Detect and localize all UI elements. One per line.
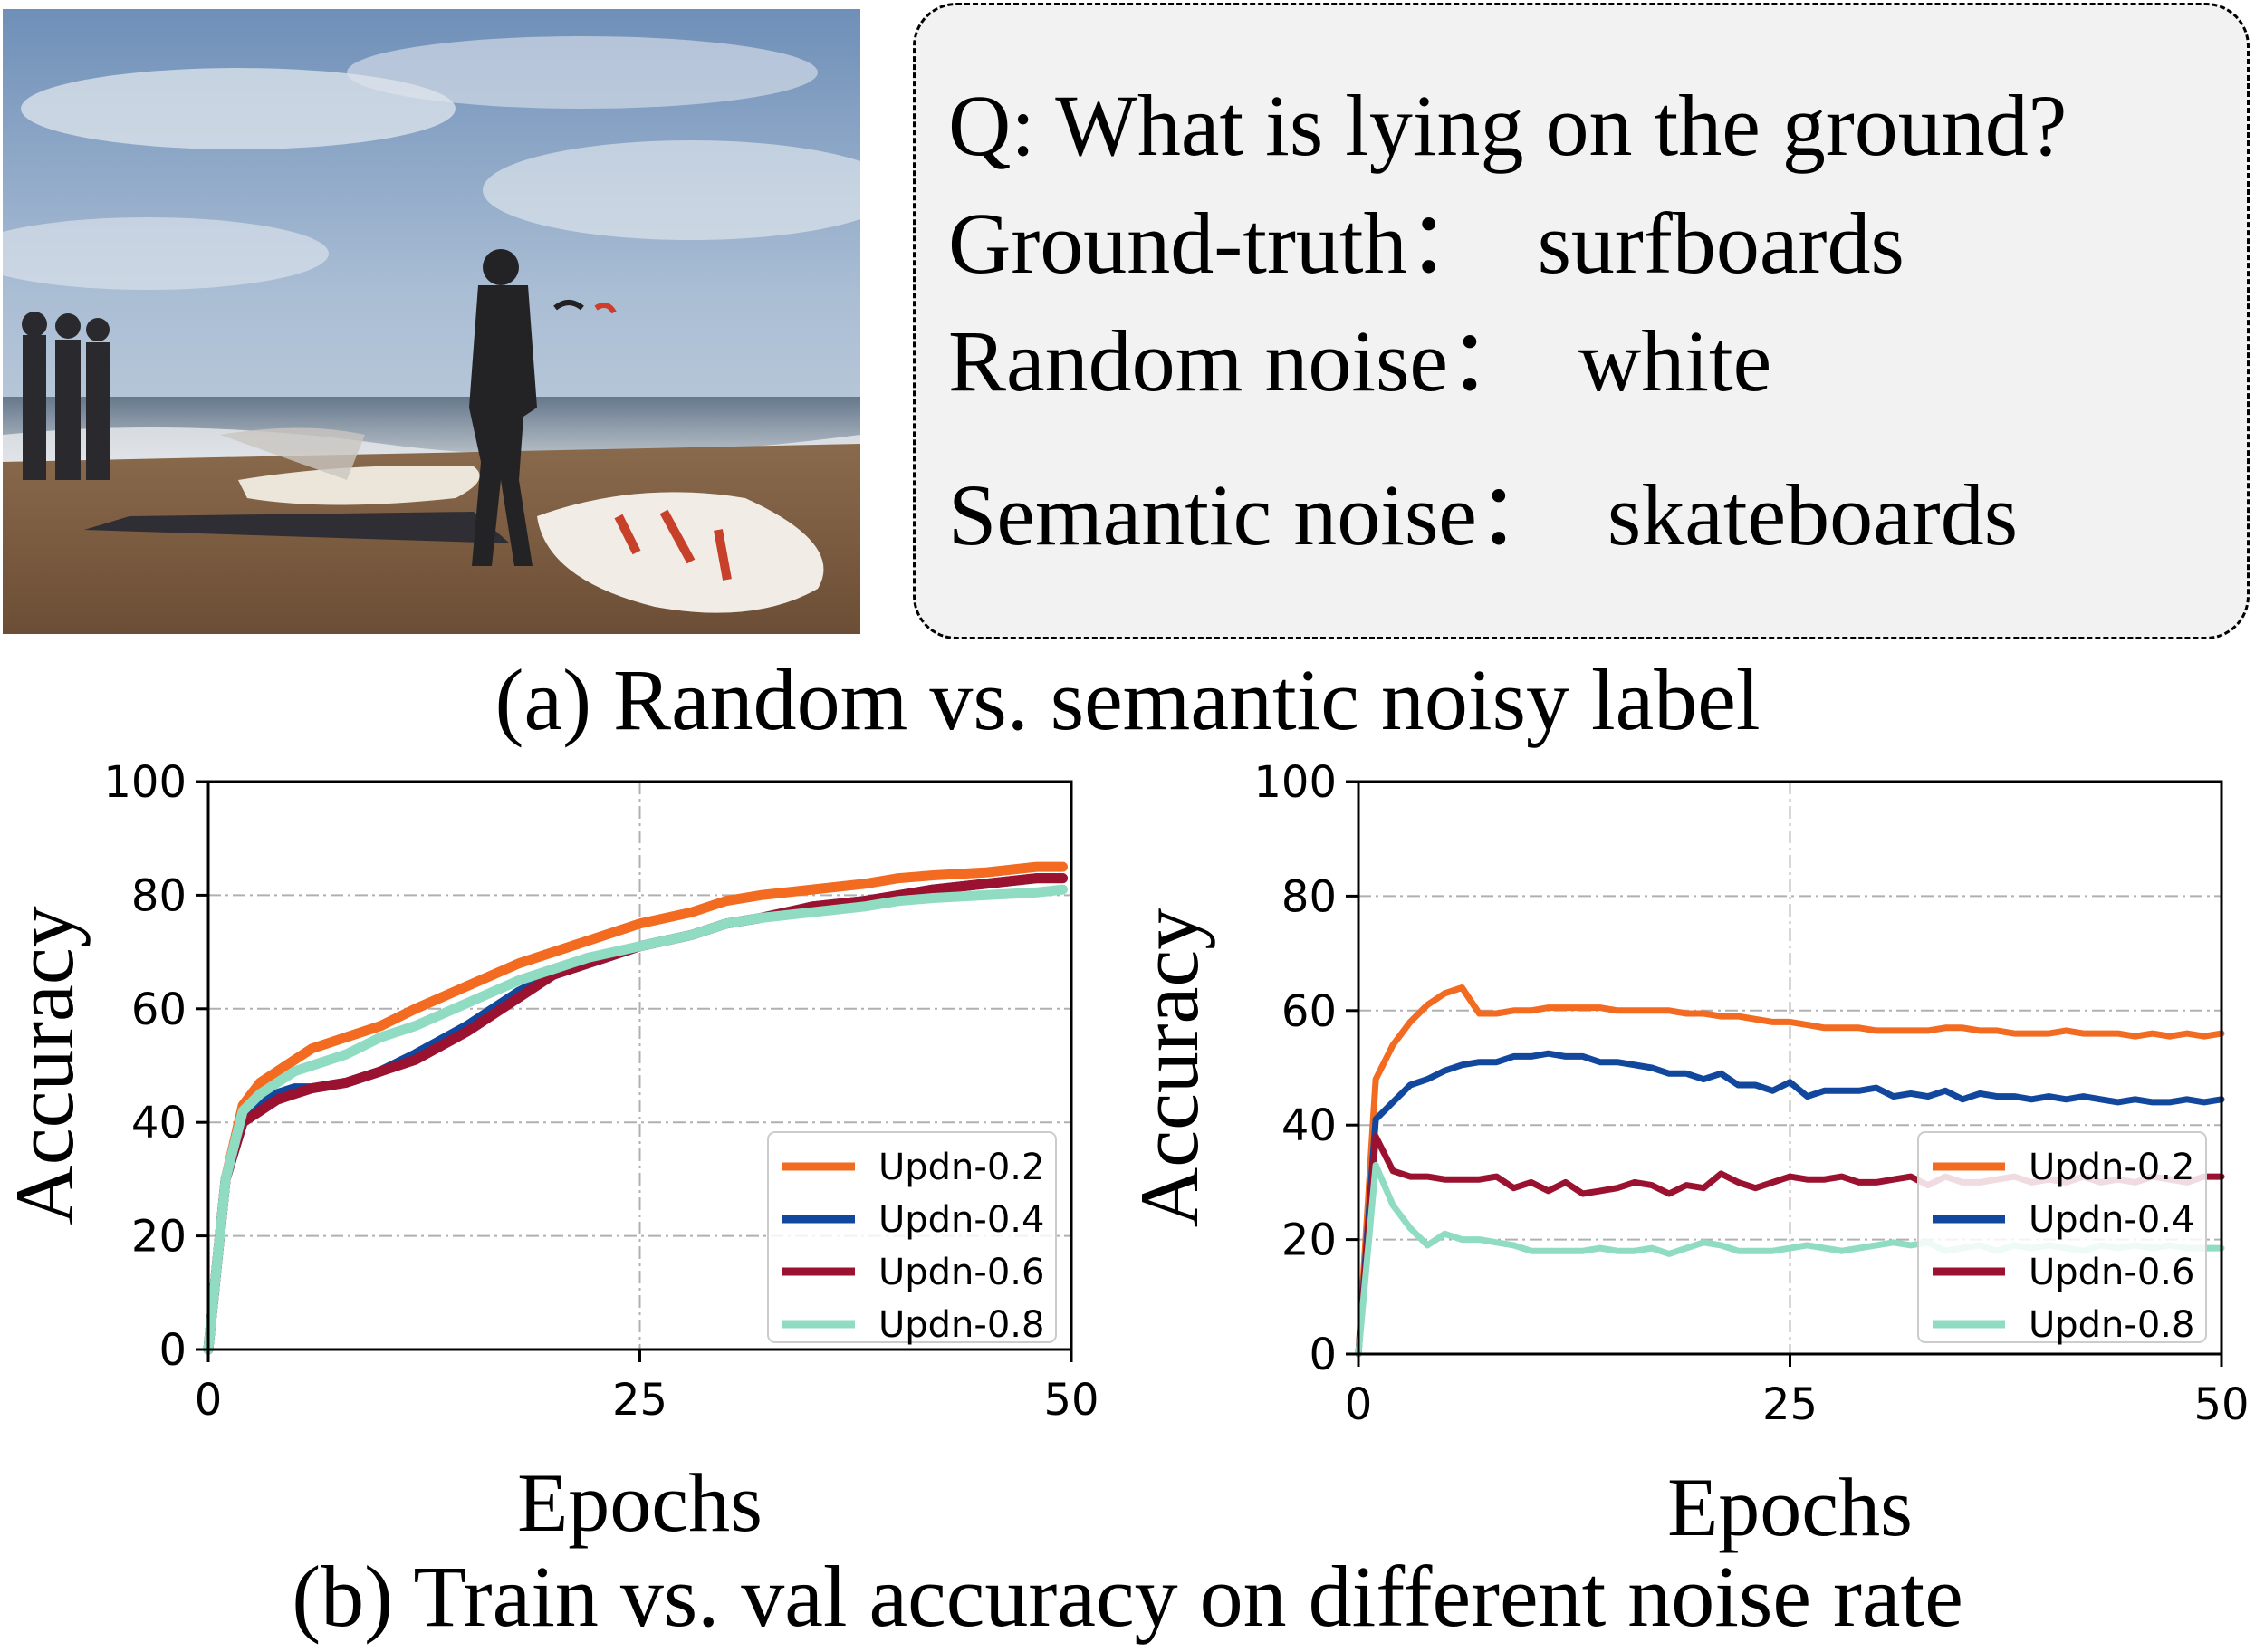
y-tick-label: 40 [1281, 1100, 1337, 1151]
y-axis-label: Accuracy [0, 906, 91, 1225]
legend-label: Updn-0.6 [878, 1252, 1044, 1293]
y-tick-label: 100 [103, 757, 187, 808]
legend-label: Updn-0.6 [2029, 1252, 2194, 1293]
series-line-updn-06 [203, 873, 1068, 1355]
y-tick-label: 20 [131, 1212, 187, 1263]
series-line-updn-08 [203, 884, 1068, 1355]
legend: Updn-0.2 Updn-0.4 Updn-0.6 Updn-0.8 [767, 1131, 1057, 1346]
x-axis-label: Epochs [1667, 1461, 1913, 1553]
legend-label: Updn-0.4 [2029, 1199, 2194, 1241]
beach-photo [3, 9, 860, 634]
y-tick-label: 80 [131, 870, 187, 921]
y-tick-label: 60 [1281, 986, 1337, 1037]
legend-box [1917, 1131, 2207, 1343]
legend-label: Updn-0.8 [878, 1304, 1044, 1346]
series-line-updn-04 [1355, 1050, 2225, 1358]
y-tick-label: 0 [1309, 1330, 1337, 1380]
y-tick-label: 80 [1281, 871, 1337, 922]
legend-label: Updn-0.2 [878, 1147, 1044, 1188]
x-tick-label: 25 [1762, 1379, 1818, 1430]
x-tick-label: 25 [612, 1375, 667, 1426]
y-tick-label: 60 [131, 984, 187, 1035]
x-tick-label: 0 [1345, 1379, 1373, 1430]
x-tick-label: 50 [1043, 1375, 1099, 1426]
x-tick-label: 0 [195, 1375, 223, 1426]
semantic-noise-text: Semantic noise： skateboards [948, 466, 2019, 563]
caption-a: (a) Random vs. semantic noisy label [494, 651, 1761, 748]
x-axis-label: Epochs [517, 1456, 763, 1549]
y-tick-label: 100 [1253, 757, 1337, 808]
legend-box [767, 1131, 1057, 1343]
series-line-updn-02 [1355, 984, 2225, 1358]
ground-truth-text: Ground-truth： surfboards [948, 195, 1905, 292]
legend-label: Updn-0.8 [2029, 1304, 2194, 1346]
legend-label: Updn-0.2 [2029, 1147, 2194, 1188]
x-tick-label: 50 [2193, 1379, 2249, 1430]
legend-label: Updn-0.4 [878, 1199, 1044, 1241]
caption-b: (b) Train vs. val accuracy on different … [292, 1548, 1963, 1645]
legend: Updn-0.2 Updn-0.4 Updn-0.6 Updn-0.8 [1917, 1131, 2207, 1346]
question-text: Q: What is lying on the ground? [948, 77, 2068, 174]
y-tick-label: 20 [1281, 1215, 1337, 1266]
y-tick-label: 0 [158, 1325, 187, 1376]
random-noise-text: Random noise： white [948, 312, 1772, 409]
y-tick-label: 40 [131, 1098, 187, 1148]
y-axis-label: Accuracy [1123, 908, 1215, 1227]
series-line-updn-02 [203, 861, 1068, 1355]
qa-box: Q: What is lying on the ground? Ground-t… [913, 3, 2250, 639]
